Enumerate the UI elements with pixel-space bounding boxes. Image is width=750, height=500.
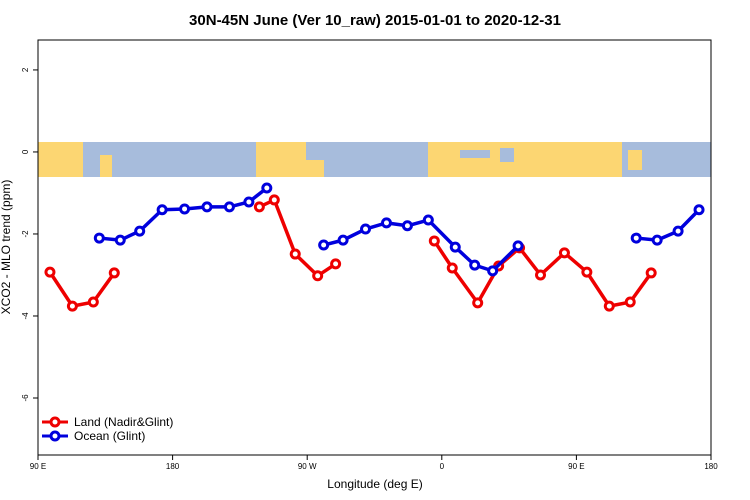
data-point [108,267,120,279]
data-point [472,297,484,309]
x-tick-label: 180 [704,462,718,471]
data-point [87,296,99,308]
data-point [624,296,636,308]
data-point [558,247,570,259]
data-point [243,196,255,208]
data-point [201,201,213,213]
data-point [422,214,434,226]
y-tick-label: -6 [21,394,30,402]
data-point [179,203,191,215]
x-tick-label: 180 [166,462,180,471]
map-band [38,142,711,177]
chart-title: 30N-45N June (Ver 10_raw) 2015-01-01 to … [189,12,561,29]
plot-frame [37,39,712,456]
data-point [428,235,440,247]
series-line [99,186,701,273]
data-point [66,300,78,312]
data-point [693,204,705,216]
sea-band [500,148,514,162]
data-point [156,204,168,216]
land-band [576,142,622,177]
legend-marker [49,416,61,428]
data-point [268,194,280,206]
y-tick-label: 0 [21,149,30,154]
data-point [223,201,235,213]
data-point [337,234,349,246]
data-point [261,182,273,194]
land-band [628,150,642,170]
legend-marker [49,430,61,442]
data-point [360,223,372,235]
data-point [380,217,392,229]
x-tick-label: 90 E [568,462,584,471]
land-band [38,142,83,177]
y-axis-label: XCO2 - MLO trend (ppm) [0,180,13,315]
data-point [487,265,499,277]
data-point [469,259,481,271]
data-point [134,225,146,237]
x-tick-label: 0 [440,462,445,471]
data-point [330,258,342,270]
legend-label: Land (Nadir&Glint) [74,415,173,429]
land-band [100,155,112,177]
data-point [253,201,265,213]
data-point [651,234,663,246]
y-tick-label: -2 [21,230,30,238]
data-point [630,232,642,244]
data-point [93,232,105,244]
land-band [256,142,306,177]
data-point [581,266,593,278]
x-tick-label: 90 W [298,462,317,471]
x-axis-label: Longitude (deg E) [327,477,422,491]
data-point [603,300,615,312]
data-point [535,269,547,281]
data-point [446,262,458,274]
x-tick-label: 90 E [30,462,46,471]
y-tick-label: -4 [21,312,30,320]
legend-label: Ocean (Glint) [74,429,145,443]
data-point [289,248,301,260]
data-point [401,220,413,232]
data-point [318,239,330,251]
land-band [306,160,324,177]
data-point [672,225,684,237]
sea-band [460,150,490,158]
data-point [44,266,56,278]
data-point [312,270,324,282]
y-tick-label: 2 [21,67,30,72]
data-point [449,241,461,253]
data-point [645,267,657,279]
data-point [512,240,524,252]
data-point [114,234,126,246]
